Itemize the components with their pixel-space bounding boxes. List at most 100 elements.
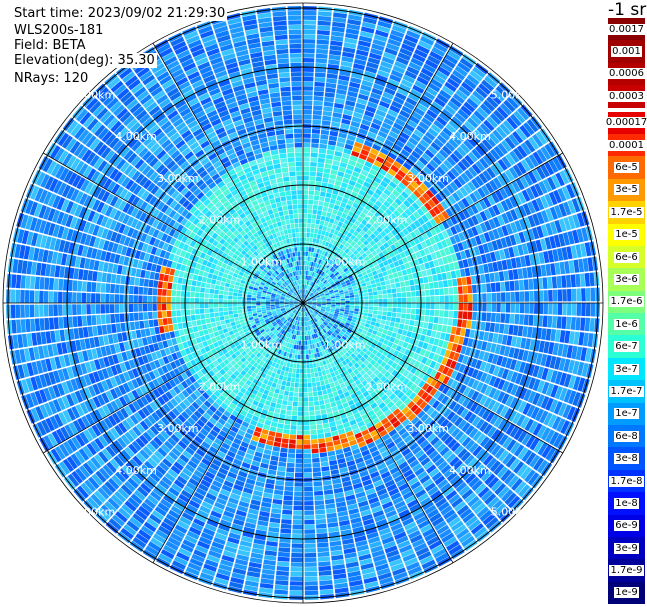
beta-gate xyxy=(360,279,366,284)
beta-gate xyxy=(423,276,429,284)
beta-gate xyxy=(303,430,310,435)
beta-gate xyxy=(294,382,299,388)
beta-gate xyxy=(281,519,292,525)
beta-gate xyxy=(325,294,330,297)
beta-gate xyxy=(369,207,377,215)
beta-gate xyxy=(299,378,303,383)
beta-gate xyxy=(296,368,300,374)
beta-gate xyxy=(347,244,353,251)
beta-gate xyxy=(402,362,409,369)
beta-gate xyxy=(361,219,368,226)
beta-gate xyxy=(318,570,332,576)
beta-gate xyxy=(350,303,355,306)
beta-gate xyxy=(471,178,481,189)
beta-gate xyxy=(496,355,504,366)
beta-gate xyxy=(549,206,558,220)
beta-gate xyxy=(527,215,536,228)
beta-gate xyxy=(528,314,534,326)
beta-gate xyxy=(393,122,404,131)
beta-gate xyxy=(310,271,313,276)
beta-gate xyxy=(566,184,576,199)
beta-gate xyxy=(303,15,317,21)
beta-gate xyxy=(341,252,347,258)
beta-gate xyxy=(468,166,478,178)
beta-gate xyxy=(333,240,338,246)
beta-gate xyxy=(418,121,430,131)
beta-gate xyxy=(402,228,410,236)
beta-gate xyxy=(423,166,433,176)
beta-gate xyxy=(293,363,297,369)
beta-gate xyxy=(398,383,406,391)
beta-gate xyxy=(580,273,586,287)
beta-gate xyxy=(474,145,486,157)
beta-gate xyxy=(387,232,394,239)
beta-gate xyxy=(320,129,330,135)
beta-gate xyxy=(420,205,429,214)
beta-gate xyxy=(522,402,532,415)
beta-gate xyxy=(517,191,527,204)
beta-gate xyxy=(320,294,325,298)
beta-gate xyxy=(425,309,430,316)
beta-gate xyxy=(460,172,470,183)
beta-gate xyxy=(358,153,368,161)
beta-gate xyxy=(406,308,411,314)
beta-gate xyxy=(471,369,479,379)
beta-gate xyxy=(319,311,324,315)
beta-gate xyxy=(380,204,388,212)
beta-gate xyxy=(471,379,480,390)
beta-gate xyxy=(410,57,424,67)
beta-gate xyxy=(500,469,512,482)
beta-gate xyxy=(388,130,399,139)
beta-gate xyxy=(456,405,465,416)
beta-gate xyxy=(350,321,356,326)
beta-gate xyxy=(571,345,578,360)
beta-gate xyxy=(314,291,318,295)
beta-gate xyxy=(325,282,330,287)
beta-gate xyxy=(327,323,332,328)
beta-gate xyxy=(501,139,512,152)
beta-gate xyxy=(504,198,514,210)
beta-gate xyxy=(414,146,424,156)
beta-gate xyxy=(554,262,561,275)
beta-gate xyxy=(402,74,415,84)
beta-gate xyxy=(395,317,401,323)
beta-gate xyxy=(330,261,336,267)
beta-gate xyxy=(321,299,327,301)
beta-gate xyxy=(584,317,591,332)
beta-gate xyxy=(561,247,569,261)
beta-gate xyxy=(326,188,333,194)
beta-gate xyxy=(313,312,317,316)
beta-gate xyxy=(323,274,328,279)
beta-gate xyxy=(449,73,463,85)
beta-gate xyxy=(335,297,341,300)
beta-gate xyxy=(349,277,355,282)
beta-gate xyxy=(426,343,433,352)
beta-gate xyxy=(273,378,279,384)
beta-gate xyxy=(537,380,545,393)
beta-gate xyxy=(587,333,594,347)
beta-gate xyxy=(323,279,328,284)
beta-gate xyxy=(336,141,345,148)
beta-gate xyxy=(451,116,463,127)
beta-gate xyxy=(492,261,499,272)
beta-gate xyxy=(275,575,289,581)
beta-gate xyxy=(354,267,360,272)
beta-gate xyxy=(447,100,459,112)
beta-gate xyxy=(416,354,424,363)
beta-gate xyxy=(445,123,457,134)
beta-gate xyxy=(340,202,347,208)
beta-gate xyxy=(502,120,515,133)
beta-gate xyxy=(538,303,544,315)
beta-gate xyxy=(346,329,352,334)
beta-gate xyxy=(489,272,495,283)
beta-gate xyxy=(432,323,438,331)
beta-gate xyxy=(462,397,471,408)
beta-gate xyxy=(384,47,398,56)
beta-gate xyxy=(501,212,510,224)
beta-gate xyxy=(333,107,343,114)
beta-gate xyxy=(460,158,471,169)
beta-gate xyxy=(399,47,413,57)
beta-gate xyxy=(326,270,331,275)
beta-gate xyxy=(284,486,294,492)
beta-gate xyxy=(416,125,427,135)
